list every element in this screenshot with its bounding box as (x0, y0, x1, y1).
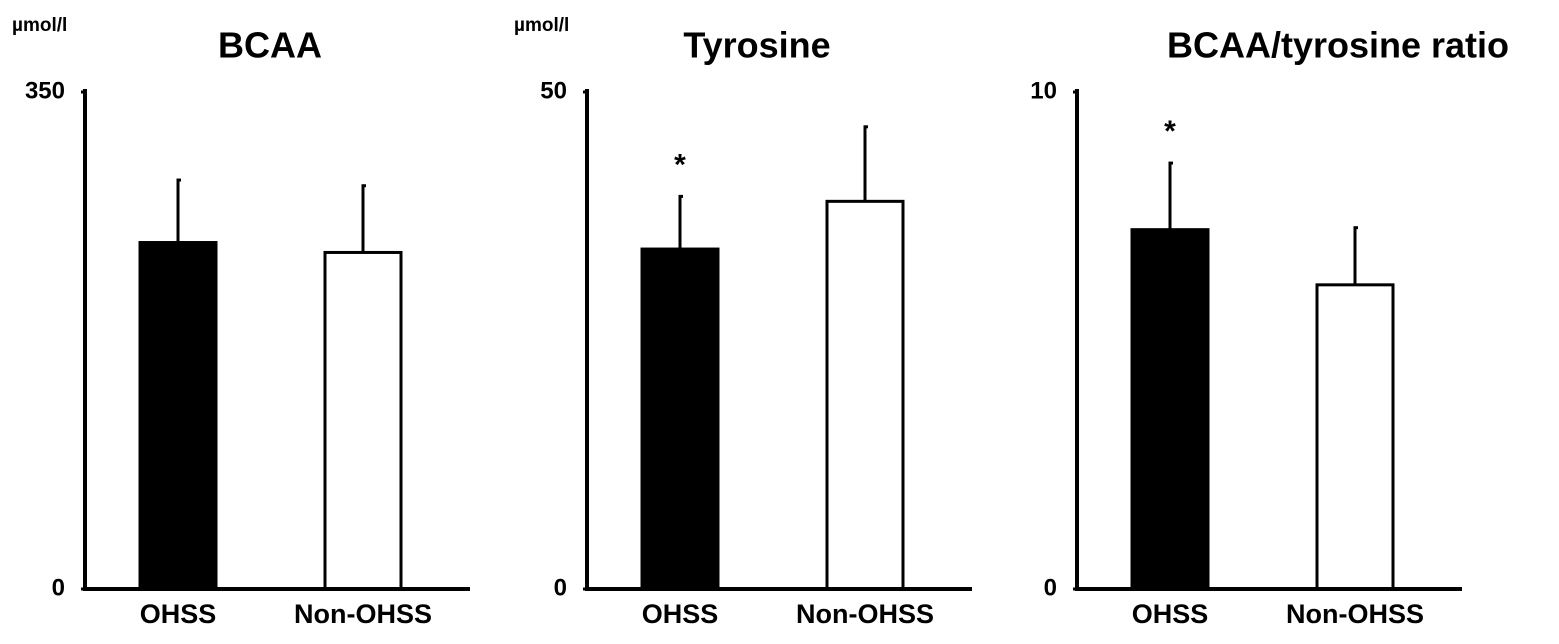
x-tick-label: OHSS (642, 599, 719, 629)
y-tick-label: 10 (1030, 77, 1057, 104)
x-tick-label: Non-OHSS (796, 599, 934, 629)
y-tick-label: 350 (25, 77, 65, 104)
bar (640, 247, 720, 591)
chart-title: BCAA (218, 25, 322, 66)
chart-title: Tyrosine (683, 25, 830, 66)
y-axis-label: µmol/l (12, 15, 67, 36)
annotation: * (674, 148, 686, 181)
bar (1315, 283, 1395, 591)
x-tick-label: Non-OHSS (1286, 599, 1424, 629)
x-tick-label: Non-OHSS (294, 599, 432, 629)
chart-title: BCAA/tyrosine ratio (1167, 25, 1509, 66)
y-tick-label: 0 (1044, 574, 1057, 601)
bar (138, 241, 218, 591)
x-tick-label: OHSS (140, 599, 217, 629)
y-tick-label: 50 (540, 77, 567, 104)
x-tick-label: OHSS (1132, 599, 1209, 629)
y-tick-label: 0 (52, 574, 65, 601)
bar (323, 250, 403, 591)
y-tick-label: 0 (554, 574, 567, 601)
y-axis-label: µmol/l (514, 15, 569, 36)
bar (825, 199, 905, 591)
annotation: * (1164, 115, 1176, 148)
bar (1130, 228, 1210, 591)
